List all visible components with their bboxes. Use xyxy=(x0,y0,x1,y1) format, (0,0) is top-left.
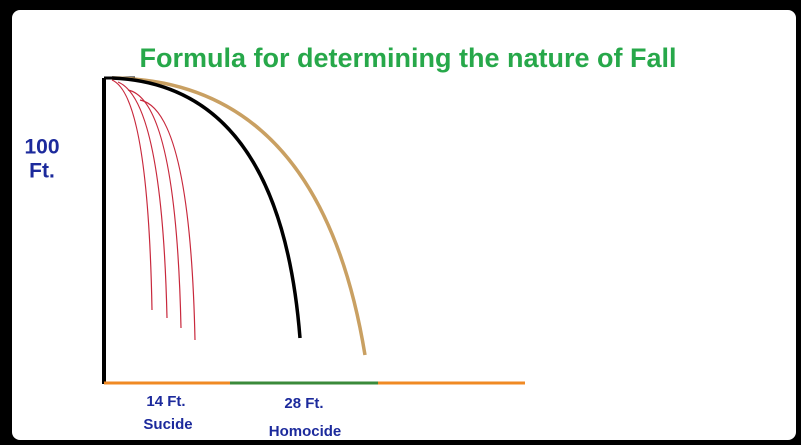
suicide-curve xyxy=(139,99,196,341)
homicide-curve xyxy=(111,76,302,339)
suicide-curves xyxy=(111,79,196,341)
suicide-label: Sucide xyxy=(143,416,192,433)
height-unit: Ft. xyxy=(29,160,55,183)
suicide-curve xyxy=(111,79,153,311)
height-value: 100 xyxy=(24,136,59,159)
accident-curve xyxy=(111,76,367,356)
suicide-distance: 14 Ft. xyxy=(146,393,185,410)
panel xyxy=(12,10,796,440)
title: Formula for determining the nature of Fa… xyxy=(139,43,676,73)
homicide-distance: 28 Ft. xyxy=(284,395,323,412)
homicide-label: Homocide xyxy=(269,423,342,440)
suicide-curve xyxy=(127,89,182,329)
